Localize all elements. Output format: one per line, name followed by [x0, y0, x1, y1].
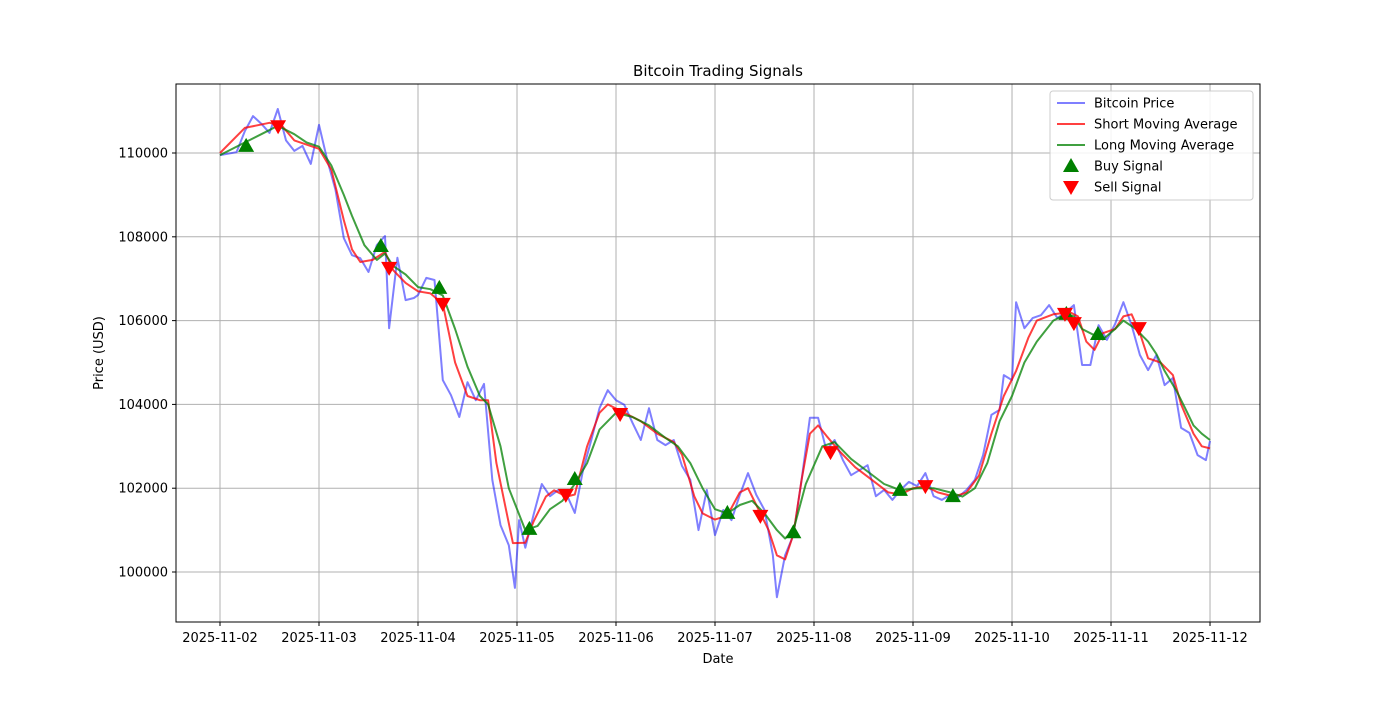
legend-marker [1063, 158, 1079, 172]
legend-label: Buy Signal [1094, 160, 1163, 175]
buy-signal-marker [891, 481, 908, 496]
y-tick-label: 104000 [118, 398, 168, 413]
legend-label: Sell Signal [1094, 181, 1162, 196]
legend-marker [1063, 181, 1079, 195]
x-axis-label: Date [702, 652, 733, 667]
sell-signal-marker [1130, 322, 1147, 337]
y-tick-label: 106000 [118, 314, 168, 329]
x-axis: 2025-11-02 2025-11-03 2025-11-04 2025-11-05… [182, 622, 1248, 646]
short-ma-line [219, 121, 1211, 561]
plot-area [219, 108, 1211, 599]
legend-box [1049, 90, 1254, 201]
x-tick-label: 2025-11-07 [677, 631, 753, 646]
sell-signal-marker [381, 261, 398, 276]
buy-signal-marker [785, 524, 802, 539]
legend-label: Long Moving Average [1094, 139, 1234, 154]
x-tick-label: 2025-11-11 [1073, 631, 1149, 646]
x-tick-label: 2025-11-08 [776, 631, 852, 646]
long-ma-line [219, 124, 1211, 540]
chart-title: Bitcoin Trading Signals [633, 62, 803, 80]
buy-signal-marker [719, 504, 736, 519]
x-tick-label: 2025-11-04 [380, 631, 456, 646]
x-tick-label: 2025-11-09 [875, 631, 951, 646]
buy-signal-marker [1089, 326, 1106, 341]
y-axis-label: Price (USD) [92, 316, 107, 390]
y-axis: 100000 102000 104000 106000 108000 110000 [118, 147, 176, 581]
sell-signal-marker [612, 408, 629, 423]
x-tick-label: 2025-11-12 [1172, 631, 1248, 646]
x-tick-label: 2025-11-03 [281, 631, 357, 646]
y-tick-label: 108000 [118, 230, 168, 245]
legend-label: Bitcoin Price [1094, 97, 1174, 112]
x-tick-label: 2025-11-06 [578, 631, 654, 646]
sell-signal-marker [917, 480, 934, 495]
y-tick-label: 102000 [118, 482, 168, 497]
sell-signal-marker [1056, 307, 1073, 322]
price-line [219, 108, 1211, 599]
buy-signal-marker [521, 520, 538, 535]
sell-signal-marker [270, 120, 287, 135]
sell-signal-marker [1065, 317, 1082, 332]
sell-signal-marker [752, 509, 769, 524]
buy-signal-marker [944, 488, 961, 503]
sell-signal-marker [434, 297, 451, 312]
legend: Bitcoin Price Short Moving Average Long Mo… [1049, 90, 1254, 201]
legend-label: Short Moving Average [1094, 118, 1238, 133]
y-tick-label: 100000 [118, 566, 168, 581]
buy-signal-marker [238, 137, 255, 152]
x-tick-label: 2025-11-10 [974, 631, 1050, 646]
x-tick-label: 2025-11-05 [479, 631, 555, 646]
sell-signal-marker [822, 446, 839, 461]
sell-signal-marker [557, 488, 574, 503]
buy-signal-marker [431, 279, 448, 294]
axes-frame [175, 83, 1261, 623]
buy-signal-marker [566, 470, 583, 485]
y-tick-label: 110000 [118, 147, 168, 162]
buy-signal-marker [372, 238, 389, 253]
x-tick-label: 2025-11-02 [182, 631, 258, 646]
